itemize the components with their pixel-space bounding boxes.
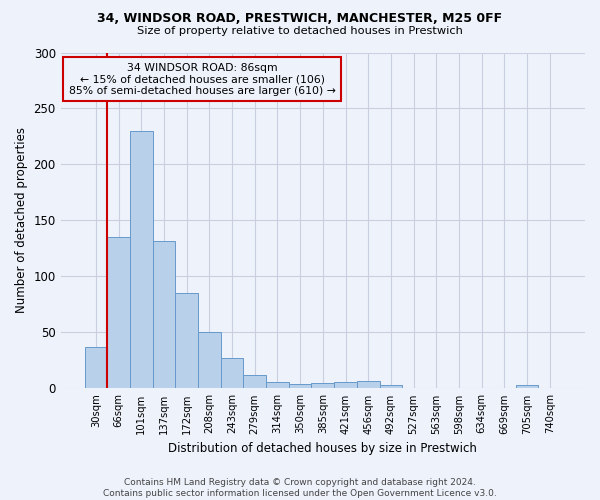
- Bar: [221, 358, 244, 388]
- Bar: [152, 240, 175, 388]
- Bar: [130, 131, 152, 388]
- Bar: [311, 383, 334, 388]
- Text: Size of property relative to detached houses in Prestwich: Size of property relative to detached ho…: [137, 26, 463, 36]
- Bar: [244, 375, 266, 388]
- Y-axis label: Number of detached properties: Number of detached properties: [15, 128, 28, 314]
- Bar: [85, 347, 107, 389]
- Bar: [380, 385, 402, 388]
- Bar: [357, 380, 380, 388]
- Text: 34 WINDSOR ROAD: 86sqm
← 15% of detached houses are smaller (106)
85% of semi-de: 34 WINDSOR ROAD: 86sqm ← 15% of detached…: [69, 62, 335, 96]
- Bar: [175, 294, 198, 388]
- Bar: [266, 382, 289, 388]
- X-axis label: Distribution of detached houses by size in Prestwich: Distribution of detached houses by size …: [169, 442, 477, 455]
- Bar: [289, 384, 311, 388]
- Bar: [198, 332, 221, 388]
- Bar: [107, 238, 130, 388]
- Bar: [334, 382, 357, 388]
- Text: 34, WINDSOR ROAD, PRESTWICH, MANCHESTER, M25 0FF: 34, WINDSOR ROAD, PRESTWICH, MANCHESTER,…: [97, 12, 503, 26]
- Bar: [516, 385, 538, 388]
- Text: Contains HM Land Registry data © Crown copyright and database right 2024.
Contai: Contains HM Land Registry data © Crown c…: [103, 478, 497, 498]
